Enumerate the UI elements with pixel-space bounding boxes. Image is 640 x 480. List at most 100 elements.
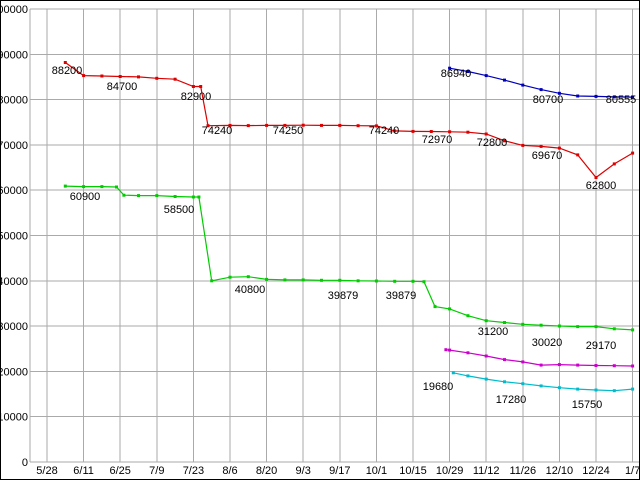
data-label: 88200	[52, 65, 83, 77]
series-magenta-marker	[444, 348, 448, 352]
data-label: 72800	[477, 137, 508, 149]
x-axis-label: 6/25	[109, 465, 130, 477]
data-label: 19680	[423, 381, 454, 393]
series-red-marker	[521, 143, 525, 147]
x-axis-label: 6/11	[73, 465, 94, 477]
series-magenta-marker	[594, 364, 598, 367]
series-cyan-marker	[594, 388, 598, 392]
series-blue-marker	[612, 95, 616, 99]
y-axis-label: 20000	[0, 366, 28, 378]
x-axis-label: 12/10	[546, 465, 574, 477]
data-label: 40800	[235, 284, 266, 296]
y-axis-label: 10000	[0, 412, 28, 424]
series-cyan-marker	[466, 374, 470, 378]
y-axis-label: 80000	[0, 95, 28, 107]
series-green-marker	[448, 307, 452, 311]
data-label: 31200	[478, 326, 509, 338]
series-cyan-marker	[631, 387, 635, 391]
series-blue-marker	[521, 83, 525, 87]
series-magenta-marker	[521, 360, 525, 364]
y-axis-label: 0	[22, 457, 28, 469]
data-label: 15750	[572, 399, 603, 411]
data-label: 17280	[496, 394, 527, 406]
data-label: 80555	[606, 94, 637, 106]
series-blue-marker	[594, 94, 598, 98]
series-cyan-marker	[557, 386, 561, 390]
y-axis-label: 50000	[0, 231, 28, 243]
series-green-marker	[122, 193, 126, 197]
series-magenta-marker	[466, 351, 470, 355]
x-axis-label: 8/6	[222, 465, 237, 477]
series-red-marker	[265, 123, 269, 127]
series-blue-marker	[576, 94, 580, 98]
y-axis-label: 100000	[0, 4, 28, 16]
series-green-marker	[612, 327, 616, 331]
y-axis-label: 70000	[0, 140, 28, 152]
series-green-marker	[422, 280, 426, 284]
data-label: 69670	[532, 150, 563, 162]
data-label: 74240	[369, 125, 400, 137]
x-axis-label: 7/9	[149, 465, 164, 477]
series-green-marker	[338, 278, 342, 282]
series-magenta-marker	[484, 354, 488, 358]
series-green-marker	[100, 185, 104, 189]
data-label: 82900	[181, 91, 212, 103]
series-red-marker	[199, 85, 203, 88]
series-red-marker	[594, 176, 598, 179]
series-blue-marker	[631, 95, 635, 99]
series-blue-marker	[484, 74, 488, 78]
data-label: 84700	[107, 81, 138, 93]
series-red-marker	[246, 124, 250, 128]
series-green-marker	[115, 185, 118, 189]
series-magenta-line	[445, 349, 633, 367]
data-label: 29170	[586, 340, 617, 352]
series-blue-marker	[503, 78, 506, 82]
y-axis-label: 40000	[0, 276, 28, 288]
series-green-marker	[631, 328, 635, 332]
series-green-marker	[411, 279, 415, 283]
x-axis-label: 9/17	[329, 465, 350, 477]
series-blue-marker	[448, 66, 452, 70]
series-green-marker	[594, 325, 598, 329]
x-axis-label: 1/7	[625, 465, 640, 477]
series-cyan-marker	[576, 387, 580, 391]
series-red-marker	[612, 162, 616, 166]
series-red-marker	[411, 129, 415, 133]
series-cyan-marker	[612, 389, 616, 393]
x-axis-label: 7/23	[183, 465, 204, 477]
series-blue-marker	[557, 91, 561, 95]
series-red-marker	[100, 74, 104, 78]
series-green-marker	[503, 321, 506, 324]
data-label: 74240	[202, 125, 233, 137]
series-green-marker	[265, 277, 269, 281]
series-cyan-marker	[484, 377, 488, 381]
series-red-marker	[356, 124, 360, 128]
series-red-marker	[118, 75, 122, 78]
series-green-marker	[374, 279, 378, 283]
y-axis-label: 90000	[0, 49, 28, 61]
series-red-marker	[173, 77, 177, 81]
data-label: 60900	[70, 191, 101, 203]
x-axis-label: 10/15	[399, 465, 427, 477]
series-red-marker	[374, 124, 378, 128]
series-magenta-marker	[612, 364, 616, 368]
data-label: 39879	[386, 290, 417, 302]
series-red-marker	[539, 144, 543, 148]
series-blue-marker	[539, 88, 543, 92]
series-green-marker	[82, 185, 86, 189]
series-red-marker	[206, 124, 210, 128]
x-axis-label: 10/29	[436, 465, 464, 477]
series-green-marker	[228, 275, 232, 279]
series-magenta-marker	[448, 348, 452, 352]
series-green-marker	[576, 325, 580, 329]
series-red-marker	[576, 153, 580, 157]
series-cyan-marker	[521, 382, 525, 386]
series-red-marker	[631, 151, 635, 155]
series-cyan-marker	[503, 380, 506, 384]
data-label: 86940	[441, 68, 472, 80]
x-axis-label: 11/12	[473, 465, 500, 477]
series-magenta-marker	[631, 364, 635, 368]
series-green-marker	[155, 194, 159, 198]
